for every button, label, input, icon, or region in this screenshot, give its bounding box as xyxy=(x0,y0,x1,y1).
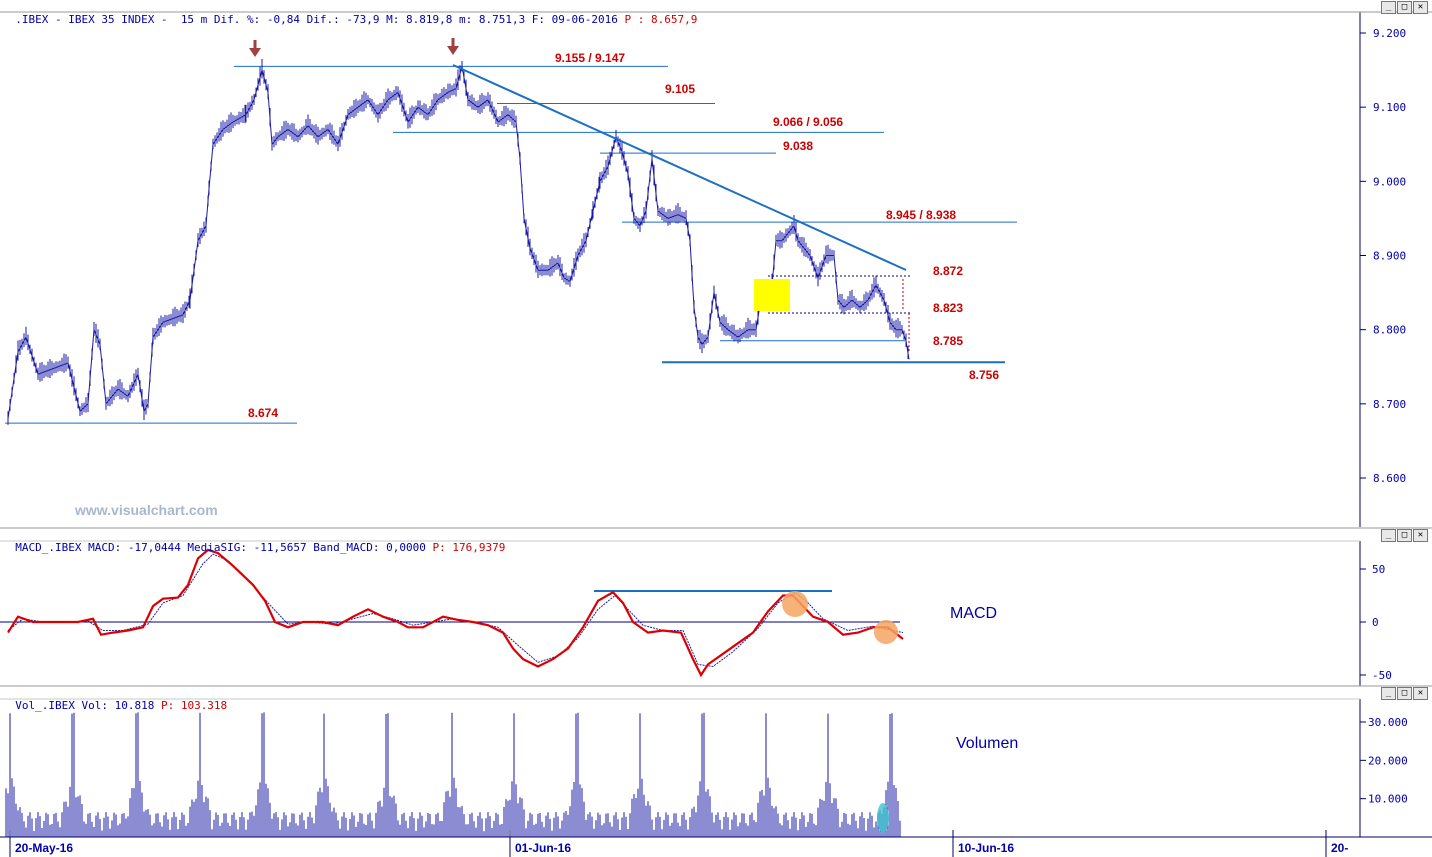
macd-divergence-circle-1 xyxy=(782,591,808,617)
price-y-tick-label: 9.100 xyxy=(1373,101,1406,114)
volume-header-text: Vol_.IBEX Vol: 10.818 xyxy=(15,699,155,712)
level-label: 8.945 / 8.938 xyxy=(886,208,956,222)
price-panel[interactable] xyxy=(0,0,1432,527)
level-label: 9.105 xyxy=(665,82,695,96)
volume-y-axis: 30.000 20.000 10.000 xyxy=(1360,716,1408,806)
volume-y-tick-label: 10.000 xyxy=(1368,793,1408,806)
x-tick-label: 01-Jun-16 xyxy=(515,841,571,855)
support-resistance-levels: 9.155 / 9.147 9.105 9.066 / 9.056 9.038 8.94… xyxy=(5,51,1017,424)
price-y-axis: 9.200 9.100 9.000 8.900 8.800 8.700 8.600 xyxy=(1360,27,1406,485)
volume-panel-buttons: _ □ ✕ xyxy=(1381,687,1428,700)
downtrend-line xyxy=(452,64,907,271)
volume-header-red: P: 103.318 xyxy=(160,699,228,712)
price-header-red: P : 8.657,9 xyxy=(624,13,698,26)
level-label: 8.823 xyxy=(933,301,963,315)
volume-bars xyxy=(5,712,901,837)
level-label: 9.155 / 9.147 xyxy=(555,51,625,65)
macd-panel-buttons: _ □ ✕ xyxy=(1381,529,1428,542)
gap-highlight xyxy=(754,279,790,311)
macd-header-red: P: 176,9379 xyxy=(432,541,506,554)
macd-y-tick-label: 50 xyxy=(1372,563,1385,576)
macd-panel-label: MACD xyxy=(950,605,997,622)
maximize-icon[interactable]: □ xyxy=(1397,1,1412,14)
minimize-icon[interactable]: _ xyxy=(1381,529,1396,542)
x-tick-label: 20- xyxy=(1331,841,1348,855)
maximize-icon[interactable]: □ xyxy=(1397,529,1412,542)
close-icon[interactable]: ✕ xyxy=(1413,1,1428,14)
minimize-icon[interactable]: _ xyxy=(1381,1,1396,14)
volume-highlight xyxy=(877,803,889,833)
watermark: www.visualchart.com xyxy=(74,502,218,518)
price-y-tick-label: 8.900 xyxy=(1373,250,1406,263)
macd-y-axis: 50 0 -50 xyxy=(1360,563,1392,682)
close-icon[interactable]: ✕ xyxy=(1413,529,1428,542)
volume-y-tick-label: 20.000 xyxy=(1368,754,1408,767)
level-label: 8.674 xyxy=(248,406,278,420)
level-label: 9.066 / 9.056 xyxy=(773,115,843,129)
volume-panel-label: Volumen xyxy=(956,735,1018,752)
x-tick-label: 10-Jun-16 xyxy=(958,841,1014,855)
x-tick-label: 20-May-16 xyxy=(15,841,73,855)
macd-line xyxy=(7,548,904,678)
price-panel-header: .IBEX - IBEX 35 INDEX - 15 m Dif. %: -0,… xyxy=(2,0,697,26)
price-y-tick-label: 9.000 xyxy=(1373,175,1406,188)
price-y-tick-label: 8.800 xyxy=(1373,324,1406,337)
price-header-text: .IBEX - IBEX 35 INDEX - 15 m Dif. %: -0,… xyxy=(15,13,618,26)
macd-y-tick-label: 0 xyxy=(1372,616,1379,629)
macd-y-tick-label: -50 xyxy=(1372,669,1392,682)
level-label: 8.872 xyxy=(933,264,963,278)
close-icon[interactable]: ✕ xyxy=(1413,687,1428,700)
volume-panel-header: Vol_.IBEX Vol: 10.818 P: 103.318 xyxy=(2,686,227,712)
macd-panel-header: MACD_.IBEX MACD: -17,0444 MediaSIG: -11,… xyxy=(2,528,505,554)
top-arrow-2-icon xyxy=(447,38,459,55)
price-line xyxy=(7,66,910,419)
price-y-tick-label: 8.700 xyxy=(1373,398,1406,411)
maximize-icon[interactable]: □ xyxy=(1397,687,1412,700)
macd-divergence-circle-2 xyxy=(874,620,898,644)
price-y-tick-label: 9.200 xyxy=(1373,27,1406,40)
price-y-tick-label: 8.600 xyxy=(1373,472,1406,485)
level-label: 9.038 xyxy=(783,139,813,153)
level-label: 8.785 xyxy=(933,334,963,348)
level-label: 8.756 xyxy=(969,368,999,382)
macd-header-text: MACD_.IBEX MACD: -17,0444 MediaSIG: -11,… xyxy=(15,541,426,554)
volume-y-tick-label: 30.000 xyxy=(1368,716,1408,729)
top-arrow-1-icon xyxy=(249,40,261,57)
price-panel-buttons: _ □ ✕ xyxy=(1381,1,1428,14)
x-axis: 20-May-16 01-Jun-16 10-Jun-16 20- xyxy=(9,830,1348,857)
minimize-icon[interactable]: _ xyxy=(1381,687,1396,700)
